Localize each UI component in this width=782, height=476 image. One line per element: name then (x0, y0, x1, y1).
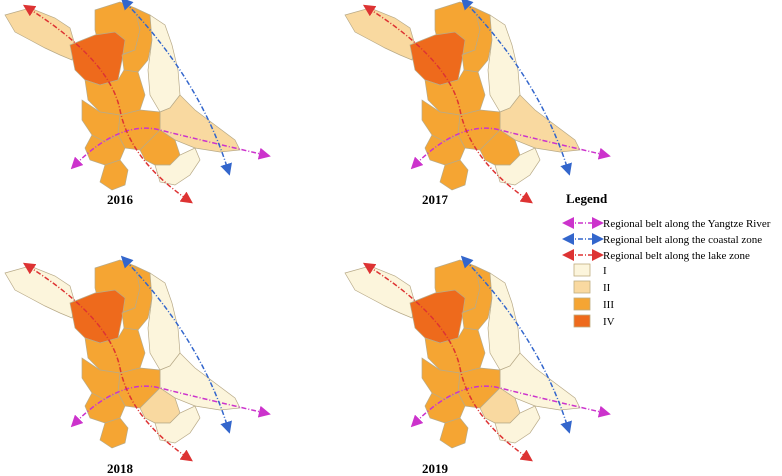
legend-label-class-II: II (603, 282, 611, 294)
map-region (487, 272, 521, 371)
panel-year-label: 2018 (107, 461, 134, 476)
legend-label-coastal: Regional belt along the coastal zone (603, 234, 762, 246)
legend-label-class-IV: IV (603, 316, 615, 328)
legend-class-I: I (573, 263, 607, 277)
map-panel-2018 (4, 255, 271, 462)
legend: Legend Regional belt along the Yangtze R… (562, 191, 771, 328)
map-region (147, 14, 181, 113)
class-II-swatch (573, 280, 591, 294)
panel-year-label: 2016 (107, 192, 134, 207)
map-region (409, 289, 466, 344)
map-panel-2017 (344, 0, 611, 204)
map-region (409, 31, 466, 86)
legend-class-III: III (573, 297, 614, 311)
lake-belt-line (362, 262, 533, 462)
map-region (487, 14, 521, 113)
class-IV-swatch (573, 314, 591, 328)
legend-label-class-I: I (603, 265, 607, 277)
lake-belt-line (362, 4, 533, 204)
legend-label-lake: Regional belt along the lake zone (603, 250, 750, 262)
panel-year-label: 2017 (422, 192, 449, 207)
legend-belt-coastal: Regional belt along the coastal zone (562, 233, 762, 246)
legend-belt-lake: Regional belt along the lake zone (562, 249, 750, 262)
map-region (147, 272, 181, 371)
legend-class-II: II (573, 280, 611, 294)
legend-class-IV: IV (573, 314, 615, 328)
map-region (69, 31, 126, 86)
legend-title: Legend (566, 191, 608, 206)
lake-belt-line (22, 4, 193, 204)
class-III-swatch (573, 297, 591, 311)
class-I-swatch (573, 263, 591, 277)
map-panel-2016 (4, 0, 271, 204)
legend-label-yangtze: Regional belt along the Yangtze River (603, 218, 771, 230)
legend-label-class-III: III (603, 299, 614, 311)
lake-belt-line (22, 262, 193, 462)
legend-belt-yangtze: Regional belt along the Yangtze River (562, 217, 771, 230)
map-region (69, 289, 126, 344)
panel-year-label: 2019 (422, 461, 449, 476)
map-panel-2019 (344, 255, 611, 462)
